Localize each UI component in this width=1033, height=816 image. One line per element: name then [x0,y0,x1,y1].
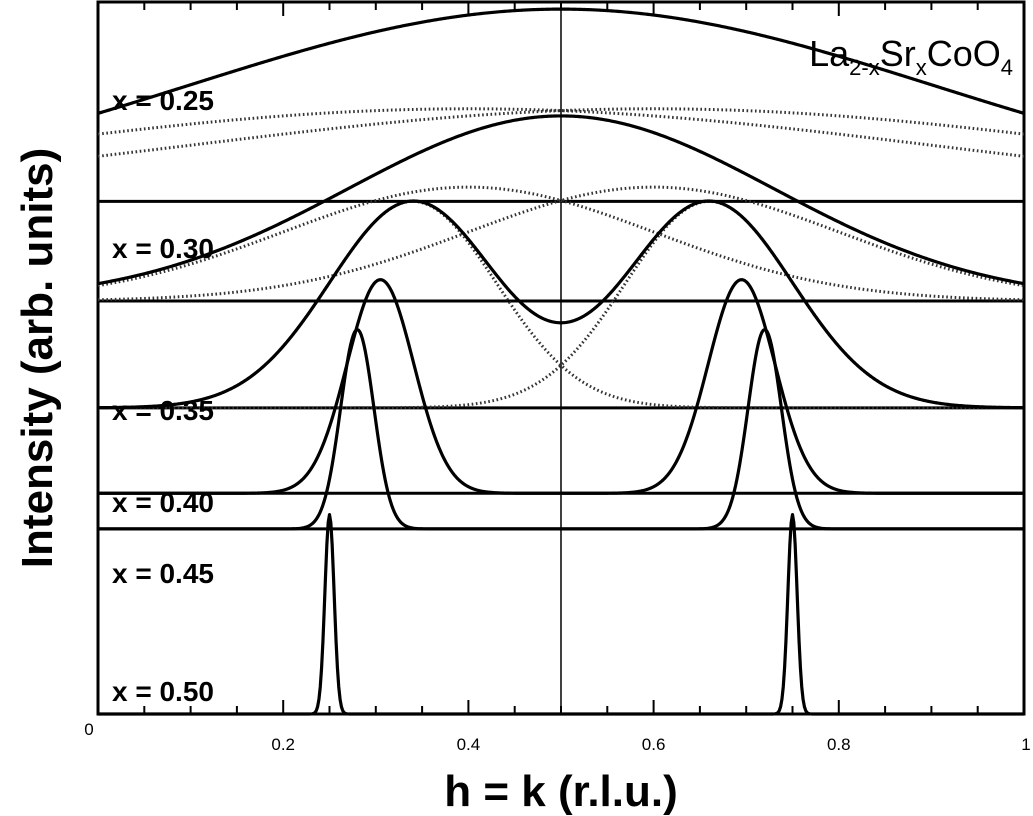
x-axis-label: h = k (r.l.u.) [444,767,678,816]
series-label: x = 0.30 [112,233,214,264]
series-total-curve [97,327,1025,531]
series-5 [97,327,1025,531]
series-label: x = 0.45 [112,558,214,589]
series-label: x = 0.40 [112,487,214,518]
x-tick-label: 1 [1021,735,1030,754]
series-label: x = 0.50 [112,676,214,707]
series-2 [97,114,1025,303]
series-6 [97,513,1025,716]
series-labels: x = 0.25 x = 0.30 x = 0.35 x = 0.40 x = 0.45… [112,85,214,707]
series-total-curve [97,199,1025,410]
series-label: x = 0.35 [112,395,214,426]
series-component-curve [97,107,1025,158]
x-tick-label: 0 [84,720,93,739]
series-component-curve [97,185,1025,302]
x-tick-label: 0.6 [642,735,666,754]
series-total-curve [97,513,1025,716]
x-tick-label: 0.2 [271,735,295,754]
x-tick-label: 0.4 [457,735,481,754]
y-axis-label: Intensity (arb. units) [13,148,62,568]
series-component-curve [97,185,1025,302]
series-label: x = 0.25 [112,85,214,116]
series-total-curve [97,278,1025,495]
series-total-curve [97,114,1025,286]
series-layer [97,7,1025,716]
x-tick-labels: 0 0.2 0.4 0.6 0.8 1 [84,720,1030,754]
chart-title: La2-xSrxCoO4 [809,33,1013,80]
series-3 [97,199,1025,410]
x-tick-label: 0.8 [827,735,851,754]
series-total-curve [97,7,1025,115]
series-component-curve [97,107,1025,158]
series-4 [97,278,1025,495]
